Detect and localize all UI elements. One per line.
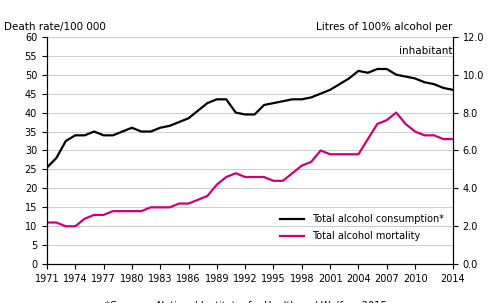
Text: Death rate/100 000: Death rate/100 000 bbox=[4, 22, 106, 32]
Legend: Total alcohol consumption*, Total alcohol mortality: Total alcohol consumption*, Total alcoho… bbox=[280, 214, 444, 241]
Text: inhabitant: inhabitant bbox=[399, 46, 453, 56]
Text: *Source: : National Institute  for Health and Welfare 2015: *Source: : National Institute for Health… bbox=[105, 301, 386, 303]
Text: Litres of 100% alcohol per: Litres of 100% alcohol per bbox=[317, 22, 453, 32]
